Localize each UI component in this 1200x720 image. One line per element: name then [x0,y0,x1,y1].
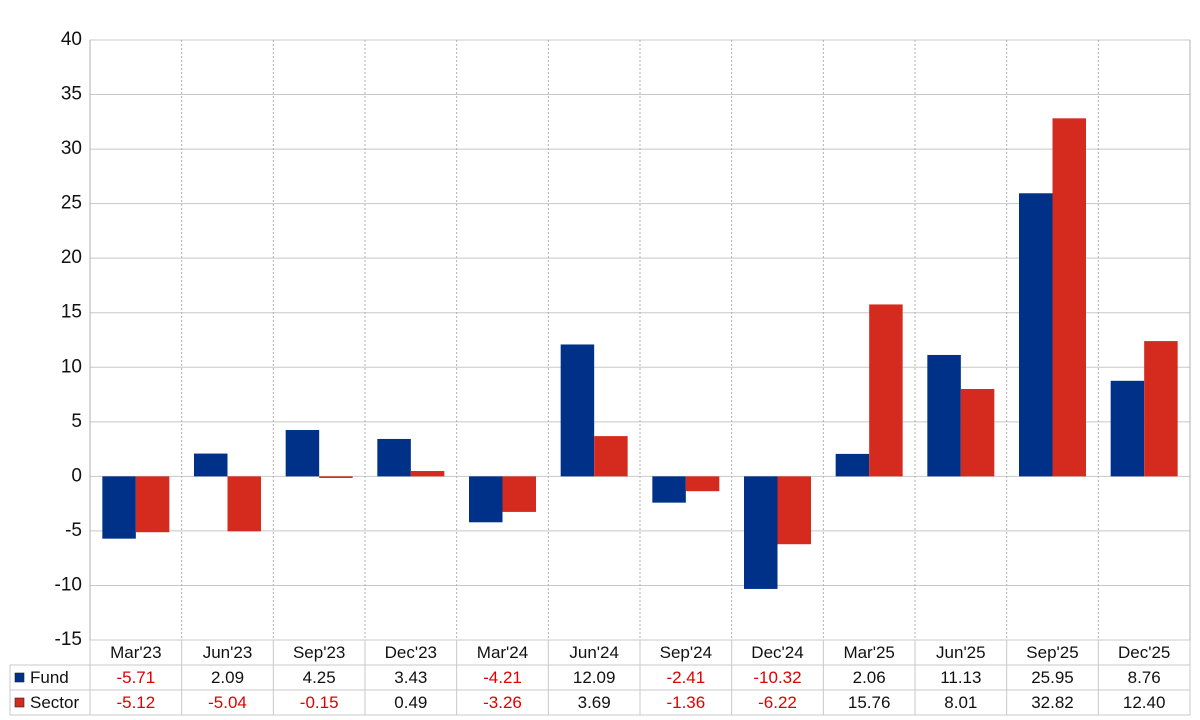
bar [835,453,870,477]
y-tick-label: -10 [55,574,82,595]
x-tick-label: Jun'23 [203,643,253,662]
bar [777,476,811,545]
bar [1052,118,1086,477]
table-value: 12.09 [573,668,616,687]
y-tick-label: -5 [65,520,82,541]
bar [927,354,961,477]
y-tick-label: 35 [61,84,82,105]
table-value: 2.09 [211,668,244,687]
bar [1144,341,1178,477]
table-value: -2.41 [666,668,705,687]
bar [502,476,536,512]
bar [102,476,136,539]
x-tick-label: Jun'25 [936,643,986,662]
bar [319,476,353,478]
y-tick-label: 10 [61,356,82,377]
y-tick-label: -15 [55,629,82,650]
y-tick-label: 0 [71,465,82,486]
table-value: 11.13 [940,668,981,687]
table-value: -3.26 [483,693,522,712]
x-tick-label: Sep'23 [293,643,345,662]
legend-label: Sector [30,693,79,712]
y-tick-label: 15 [61,302,82,323]
x-tick-label: Mar'25 [843,643,894,662]
bar [1019,193,1053,477]
table-value: 8.01 [944,693,977,712]
bar [194,453,228,477]
table-value: -5.12 [116,693,155,712]
bar [377,438,411,477]
x-tick-label: Mar'24 [477,643,528,662]
x-tick-label: Dec'25 [1118,643,1170,662]
legend-swatch [14,697,25,708]
table-value: 3.43 [394,668,427,687]
table-value: 4.25 [303,668,336,687]
bar [685,476,720,492]
x-tick-label: Jun'24 [569,643,619,662]
y-tick-label: 20 [61,247,82,268]
bar [744,476,778,589]
table-value: 3.69 [578,693,611,712]
table-value: -5.04 [208,693,247,712]
bar [135,476,170,533]
table-value: -10.32 [753,668,801,687]
y-tick-label: 40 [61,29,82,50]
bar [469,476,503,523]
table-value: 32.82 [1031,693,1074,712]
table-value: -1.36 [666,693,705,712]
bar [410,471,445,477]
table-value: 8.76 [1128,668,1161,687]
bar [1110,380,1145,477]
table-value: 12.40 [1123,693,1166,712]
x-tick-label: Dec'24 [751,643,803,662]
bar [560,344,595,477]
y-tick-label: 30 [61,138,82,159]
table-value: -6.22 [758,693,797,712]
legend-swatch [14,672,25,683]
x-tick-label: Sep'25 [1026,643,1078,662]
bar [594,436,628,477]
table-value: -0.15 [300,693,339,712]
y-tick-label: 25 [61,193,82,214]
bar [227,476,261,532]
bar [960,388,995,477]
x-tick-label: Mar'23 [110,643,161,662]
bar [285,430,320,477]
table-value: -5.71 [116,668,155,687]
y-tick-label: 5 [71,411,82,432]
x-tick-label: Dec'23 [385,643,437,662]
table-value: 25.95 [1031,668,1074,687]
table-value: 0.49 [394,693,427,712]
legend-label: Fund [30,668,69,687]
table-value: 2.06 [853,668,886,687]
table-value: 15.76 [848,693,891,712]
bar [869,304,903,477]
bar [652,476,686,503]
table-value: -4.21 [483,668,522,687]
x-tick-label: Sep'24 [660,643,712,662]
